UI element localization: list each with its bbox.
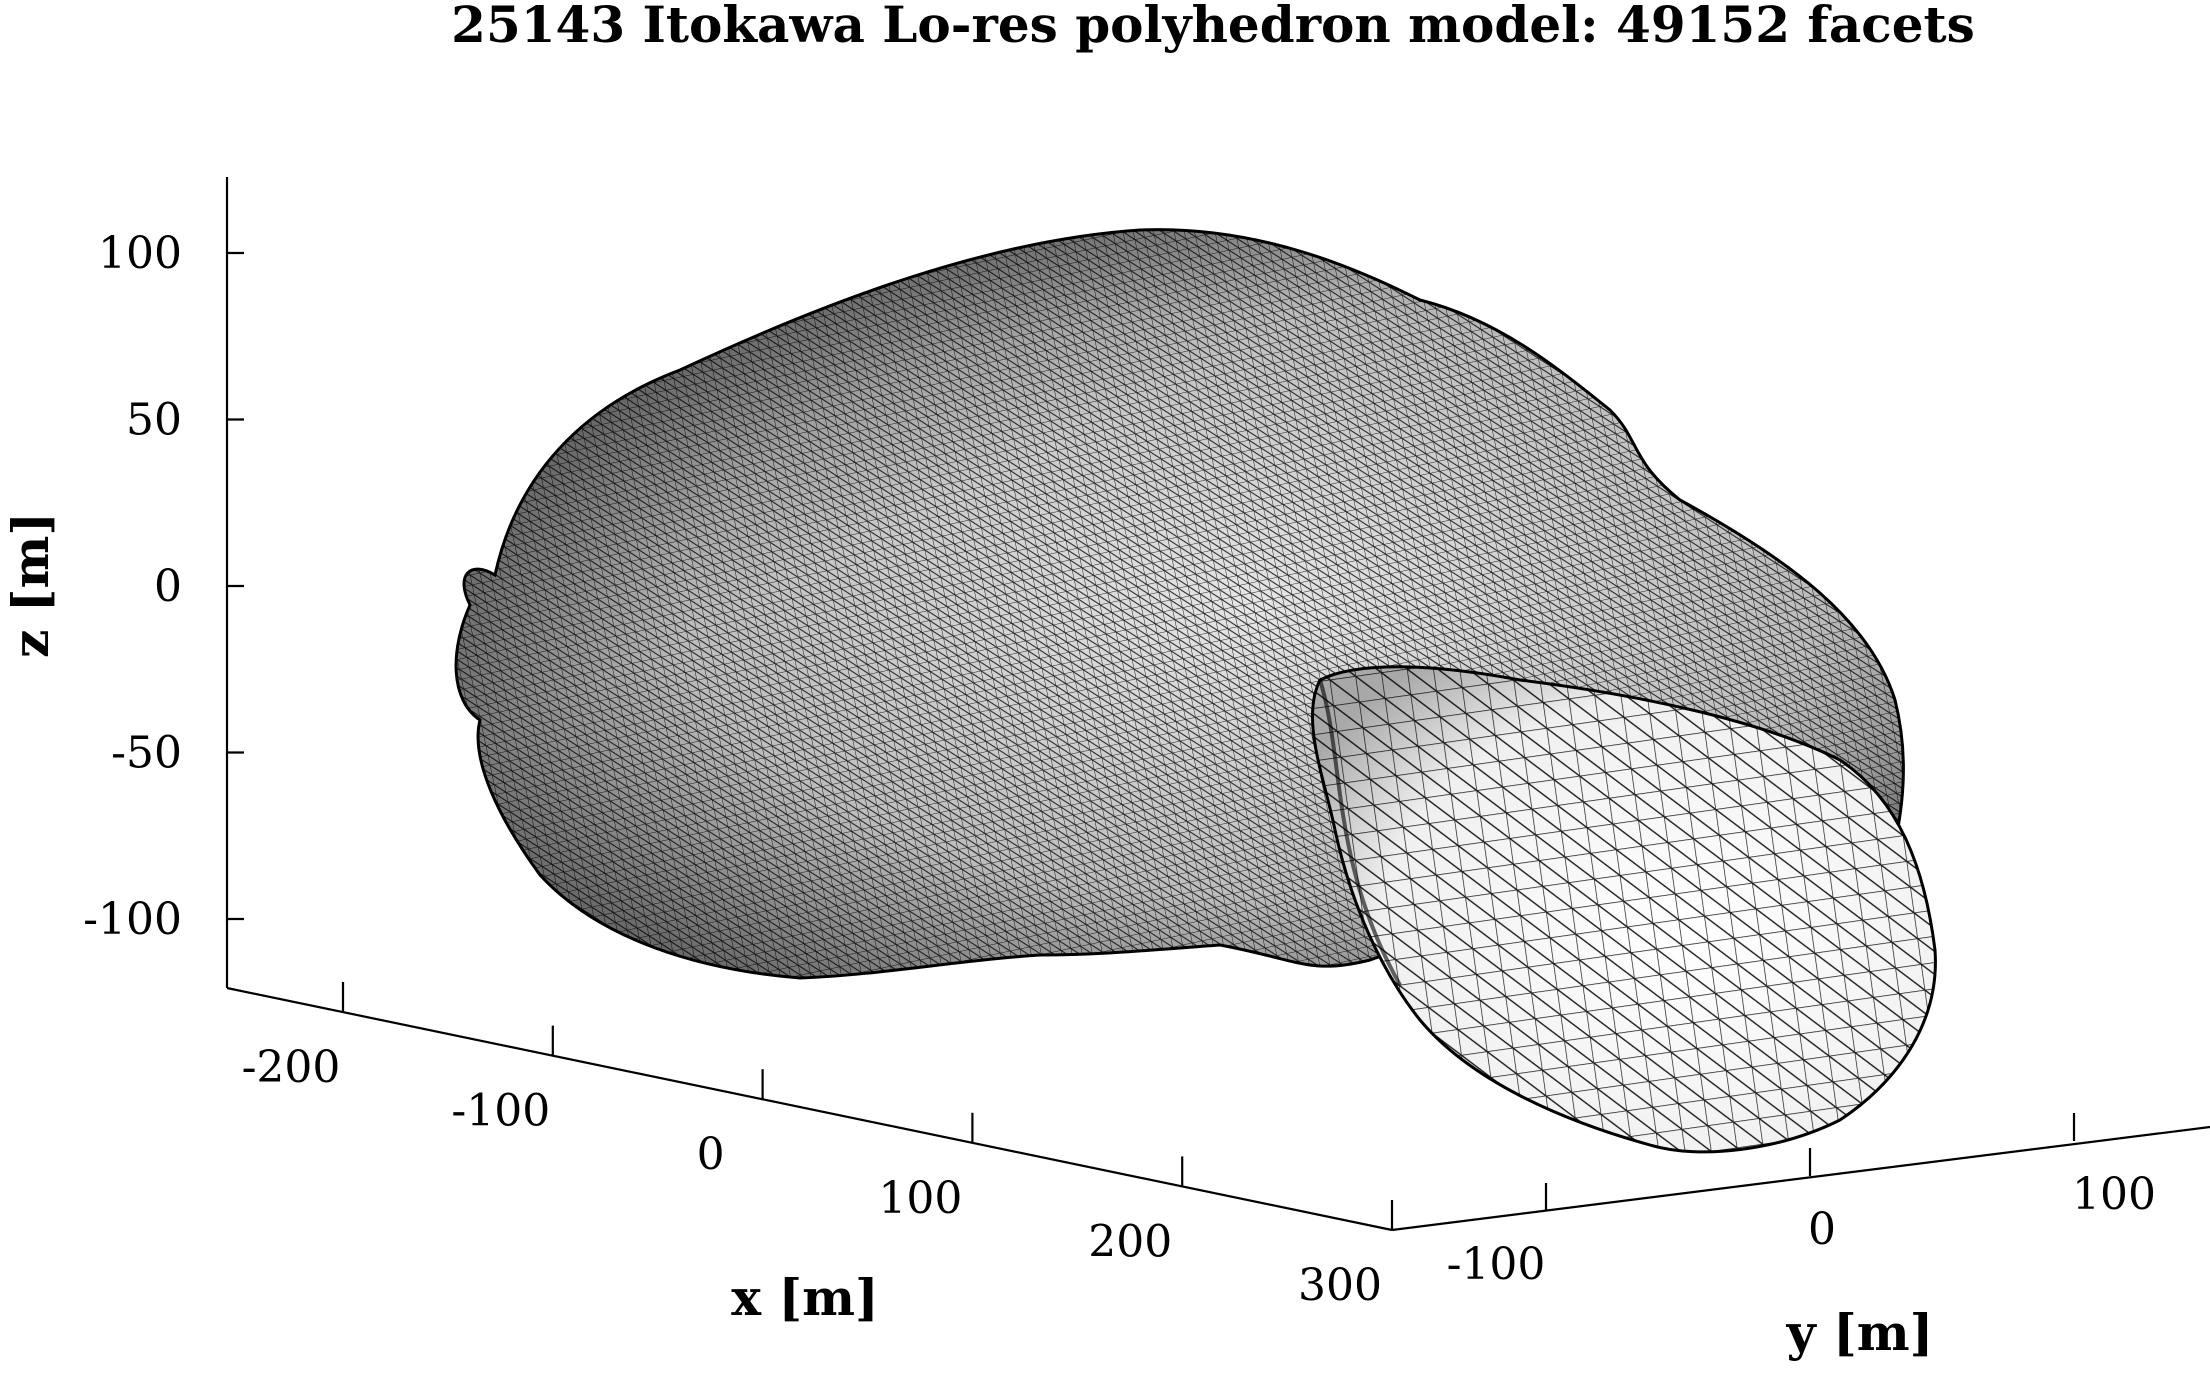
x-axis-label: x [m]	[731, 1268, 878, 1327]
x-tick-label: -100	[451, 1086, 550, 1137]
z-axis-label: z [m]	[1, 512, 60, 658]
y-axis-label: y [m]	[1786, 1303, 1934, 1362]
y-tick-label: -100	[1447, 1239, 1546, 1290]
asteroid-head-mesh	[1312, 666, 1936, 1152]
x-tick-label: 200	[1088, 1216, 1172, 1267]
z-tick-label: -100	[83, 894, 182, 945]
z-tick-label: 50	[126, 395, 182, 446]
y-axis-line	[1391, 1125, 2210, 1232]
asteroid-mesh	[454, 228, 1937, 1154]
x-tick-label: 0	[697, 1129, 725, 1180]
x-axis-line	[226, 986, 1393, 1232]
z-tick-label: 0	[154, 561, 182, 612]
y-tick-label: 0	[1808, 1204, 1836, 1255]
z-tick-label: -50	[111, 728, 182, 779]
x-tick-label: 100	[878, 1173, 962, 1224]
chart-title: 25143 Itokawa Lo-res polyhedron model: 4…	[451, 0, 1975, 54]
tick-group: 100 50 0 -50 -100 -200 -100 0 100 200 300 -100 0 100	[83, 228, 2156, 1311]
asteroid-neck-ridge	[1318, 679, 1402, 986]
x-tick-label: -200	[242, 1042, 341, 1093]
axes	[225, 177, 2210, 1232]
y-tick-label: 100	[2072, 1169, 2156, 1220]
x-tick-label: 300	[1298, 1260, 1382, 1311]
z-tick-label: 100	[98, 228, 182, 279]
